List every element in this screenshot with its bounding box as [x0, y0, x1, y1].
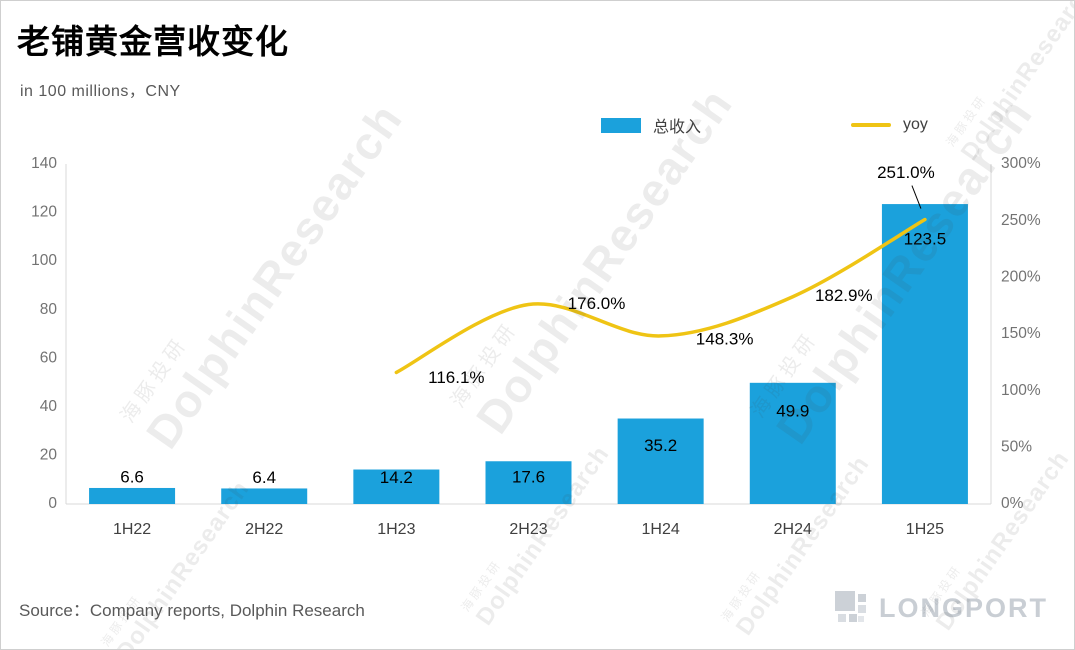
- longport-logo-text: LONGPORT: [879, 592, 1048, 623]
- bar-value-label: 35.2: [644, 436, 677, 455]
- legend-item-yoy: yoy: [851, 116, 928, 134]
- category-label: 1H25: [906, 521, 944, 538]
- legend-line-swatch: [851, 123, 892, 127]
- bar-value-label: 6.6: [120, 467, 144, 486]
- bar-value-label: 17.6: [512, 468, 545, 487]
- category-label: 1H23: [377, 521, 415, 538]
- left-axis-tick-label: 20: [40, 447, 58, 464]
- bar-2H23: [485, 461, 572, 504]
- bar-1H23: [353, 469, 440, 504]
- left-axis-tick-label: 80: [40, 301, 58, 318]
- bar-value-label: 6.4: [252, 468, 276, 487]
- longport-logo: LONGPORT: [835, 591, 1048, 625]
- bar-2H22: [221, 488, 308, 504]
- left-axis-tick-label: 0: [48, 495, 57, 512]
- yoy-value-label: 251.0%: [877, 163, 935, 182]
- right-axis-tick-label: 150%: [1001, 325, 1041, 342]
- chart-subtitle: in 100 millions，CNY: [20, 83, 181, 100]
- page-title: 老铺黄金营收变化: [17, 23, 289, 60]
- chart-legend: 总收入 yoy: [601, 113, 928, 137]
- legend-yoy-label: yoy: [903, 116, 928, 133]
- legend-item-revenue: 总收入: [601, 113, 701, 137]
- yoy-value-label: 116.1%: [428, 368, 484, 387]
- right-axis-tick-label: 0%: [1001, 495, 1024, 512]
- left-axis-tick-label: 140: [31, 155, 57, 172]
- bar-1H24: [617, 418, 704, 504]
- legend-bar-swatch: [601, 117, 641, 133]
- longport-logo-icon: [835, 591, 866, 622]
- source-note: Source：Company reports, Dolphin Research: [19, 601, 365, 620]
- bar-value-label: 49.9: [776, 401, 809, 420]
- right-axis-tick-label: 300%: [1001, 155, 1041, 172]
- left-axis-tick-label: 40: [40, 398, 58, 415]
- bar-1H25: [881, 204, 968, 505]
- left-axis-tick-label: 100: [31, 252, 57, 269]
- right-axis-tick-label: 100%: [1001, 382, 1041, 399]
- left-axis-tick-label: 60: [40, 349, 58, 366]
- yoy-value-label: 176.0%: [568, 294, 626, 313]
- left-axis-tick-label: 120: [31, 204, 57, 221]
- bar-value-label: 123.5: [904, 230, 947, 249]
- right-axis-tick-label: 200%: [1001, 268, 1041, 285]
- right-axis-tick-label: 50%: [1001, 438, 1032, 455]
- bar-1H22: [89, 487, 176, 504]
- category-label: 2H24: [774, 521, 812, 538]
- bar-2H24: [749, 382, 836, 504]
- bar-value-label: 14.2: [380, 468, 413, 487]
- category-label: 2H23: [509, 521, 547, 538]
- yoy-value-label: 182.9%: [815, 286, 873, 305]
- yoy-value-label: 148.3%: [696, 329, 754, 348]
- category-label: 1H24: [642, 521, 680, 538]
- legend-revenue-label: 总收入: [653, 119, 702, 136]
- category-label: 2H22: [245, 521, 283, 538]
- yoy-label-leader-line: [911, 185, 922, 209]
- yoy-line: [394, 217, 927, 375]
- right-axis-tick-label: 250%: [1001, 212, 1041, 229]
- category-label: 1H22: [113, 521, 151, 538]
